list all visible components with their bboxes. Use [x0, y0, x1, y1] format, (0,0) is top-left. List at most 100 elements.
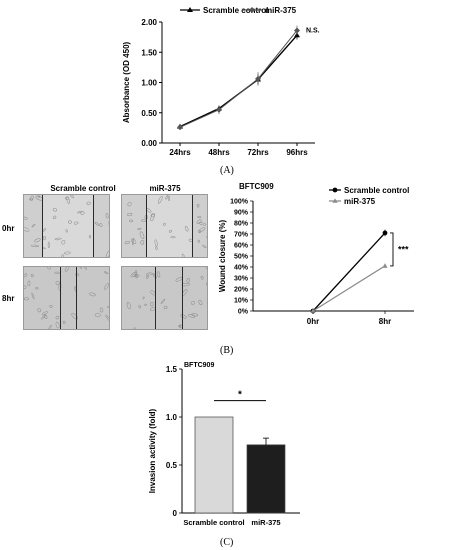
cell-mark: [202, 244, 207, 249]
annotation-significance: *: [238, 390, 242, 401]
cell-mark: [126, 301, 131, 310]
data-point: [382, 230, 388, 236]
legend-label: miR-375: [344, 197, 376, 206]
cell-mark: [34, 238, 41, 243]
cell-mark: [197, 215, 202, 219]
cell-mark: [105, 314, 109, 322]
cell-mark: [138, 305, 141, 309]
cell-mark: [140, 240, 145, 245]
cell-mark: [206, 282, 207, 286]
cell-mark: [65, 229, 68, 233]
y-tick-label: 0.00: [141, 139, 157, 148]
y-axis-label: Absorbance (OD 450): [122, 41, 131, 123]
y-tick-label: 60%: [234, 243, 249, 250]
cell-mark: [154, 239, 158, 247]
cell-mark: [190, 300, 195, 305]
cell-mark: [70, 195, 75, 199]
cell-texture: [24, 195, 109, 257]
y-axis-label: Wound closure (%): [218, 220, 227, 293]
chart-b-wound-closure: BFTC909 0% 10% 20% 30% 40% 50% 60% 70% 80% 90% 100%…: [218, 182, 414, 326]
x-tick-label: 48hrs: [208, 148, 230, 157]
cell-mark: [52, 207, 57, 212]
cell-mark: [54, 237, 62, 241]
cell-mark: [156, 271, 161, 278]
cell-mark: [165, 195, 169, 200]
cell-mark: [31, 292, 35, 300]
cell-mark: [24, 273, 28, 278]
cell-mark: [61, 240, 66, 245]
cell-mark: [146, 275, 149, 279]
data-point: [382, 263, 388, 268]
chart-c-invasion: BFTC909 0 0.5 1.0 1.5 Invasion activity (fold…: [148, 362, 300, 525]
cell-mark: [180, 314, 187, 319]
cell-mark: [103, 271, 109, 274]
bar: [194, 416, 234, 514]
cell-mark: [108, 220, 109, 229]
cell-mark: [24, 227, 30, 232]
y-tick-label: 80%: [234, 221, 249, 228]
cell-mark: [44, 314, 48, 320]
cell-mark: [35, 286, 39, 290]
cell-mark: [130, 271, 137, 278]
cell-mark: [160, 298, 166, 304]
y-tick-label: 50%: [234, 254, 249, 261]
micro-mir375-8hr: [121, 266, 208, 330]
microscopy-col-label-scramble: Scramble control: [50, 184, 116, 193]
y-tick-label: 30%: [234, 276, 249, 283]
y-tick-label: 1.0: [166, 413, 178, 422]
cell-mark: [142, 296, 145, 300]
x-tick-label: 96hrs: [286, 148, 308, 157]
microscopy-row-label-8hr: 8hr: [2, 294, 15, 303]
cell-mark: [64, 251, 71, 255]
cell-mark: [29, 198, 34, 201]
cell-mark: [132, 237, 134, 246]
cell-mark: [80, 211, 85, 215]
significance-bracket: [390, 232, 394, 267]
annotation-significance: ***: [398, 244, 409, 254]
cell-mark: [198, 222, 207, 226]
cell-mark: [46, 267, 51, 270]
cell-mark: [68, 220, 72, 224]
cell-mark: [196, 219, 202, 224]
cell-mark: [84, 267, 87, 270]
microscopy-row-label-0hr: 0hr: [2, 224, 15, 233]
cell-mark: [86, 201, 91, 206]
microscopy-col-label-mir375: miR-375: [149, 184, 181, 193]
data-point: [294, 27, 300, 34]
cell-mark: [77, 210, 82, 214]
cell-mark: [157, 196, 163, 204]
micro-mir375-0hr: [121, 194, 208, 258]
x-tick-label: 72hrs: [247, 148, 269, 157]
bar: [246, 444, 286, 514]
cell-mark: [55, 321, 60, 329]
legend-label: Scramble control: [203, 6, 268, 15]
cell-mark: [170, 236, 176, 239]
cell-mark: [99, 223, 103, 228]
y-tick-label: 2.00: [141, 18, 157, 27]
data-point: [216, 106, 222, 113]
cell-mark: [124, 240, 130, 245]
cell-mark: [144, 303, 147, 306]
cell-mark: [27, 280, 31, 287]
cell-mark: [42, 311, 48, 316]
cell-mark: [71, 313, 79, 320]
y-tick-label: 0.50: [141, 109, 157, 118]
y-tick-label: 90%: [234, 210, 249, 217]
y-tick-label: 100%: [230, 199, 249, 206]
cell-mark: [198, 299, 203, 306]
legend-marker: [332, 187, 338, 193]
series-line: [312, 232, 386, 312]
cell-mark: [206, 235, 207, 239]
y-tick-label: 10%: [234, 298, 249, 305]
cell-mark: [150, 213, 155, 222]
cell-mark: [132, 274, 140, 278]
cell-mark: [54, 271, 60, 274]
cell-mark: [24, 216, 28, 220]
cell-mark: [127, 212, 133, 217]
legend-label: Scramble control: [344, 186, 409, 195]
cell-mark: [135, 274, 138, 279]
panel-label-c: (C): [220, 537, 234, 548]
cell-mark: [197, 239, 200, 243]
cell-texture: [24, 267, 109, 329]
cell-mark: [196, 203, 200, 208]
